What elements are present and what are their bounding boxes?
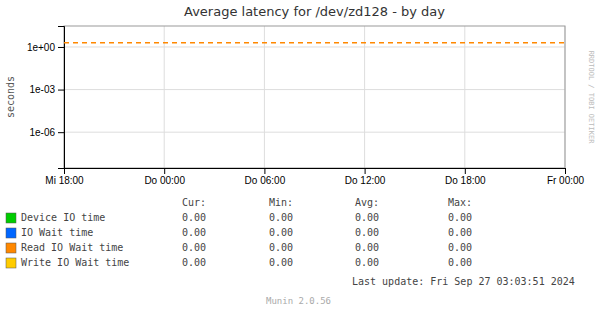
- table-value: 0.00: [448, 212, 472, 223]
- chart: Mi 18:00 Do 00:00 Do 06:00 Do 12:00 Do 18:00…: [0, 0, 597, 311]
- table-header: Min:: [269, 197, 293, 208]
- watermark: RRDTOOL / TOBI OETIKER: [587, 51, 595, 145]
- grid-line-x: [164, 26, 165, 168]
- x-axis-line: [65, 169, 566, 175]
- last-update: Last update: Fri Sep 27 03:03:51 2024: [352, 276, 575, 287]
- data-layer: [64, 42, 565, 43]
- grid-line-y: [64, 89, 565, 90]
- x-tick-label: Do 18:00: [445, 175, 486, 186]
- legend-label: Read IO Wait time: [21, 242, 123, 253]
- x-tick-mark: [565, 168, 566, 174]
- reference-line: [64, 42, 565, 44]
- title: Average latency for /dev/zd128 - by day: [184, 4, 445, 19]
- table-value: 0.00: [269, 212, 293, 223]
- plot: Mi 18:00 Do 00:00 Do 06:00 Do 12:00 Do 18:00…: [27, 26, 585, 186]
- table-value: 0.00: [355, 257, 379, 268]
- grid-line-x: [464, 26, 465, 168]
- x-tick-mark: [164, 168, 165, 174]
- version-note: Munin 2.0.56: [266, 296, 331, 306]
- y-tick: 1e-06: [29, 127, 64, 138]
- x-tick: Fr 00:00: [547, 168, 585, 186]
- table-value: 0.00: [448, 257, 472, 268]
- table-value: 0.00: [182, 212, 206, 223]
- x-tick-label: Do 00:00: [144, 175, 185, 186]
- table-header: Cur:: [182, 197, 206, 208]
- table-value: 0.00: [182, 257, 206, 268]
- y-tick-mark: [58, 90, 64, 91]
- y-tick-mark: [58, 47, 64, 48]
- x-tick-mark: [465, 168, 466, 174]
- table-value: 0.00: [355, 212, 379, 223]
- table-value: 0.00: [448, 242, 472, 253]
- x-tick-label: Mi 18:00: [45, 175, 84, 186]
- table-value: 0.00: [448, 227, 472, 238]
- table-header: Max:: [448, 197, 472, 208]
- x-tick: Do 18:00: [445, 168, 486, 186]
- table-value: 0.00: [182, 242, 206, 253]
- y-tick-label: 1e-03: [29, 84, 55, 95]
- legend-label: Write IO Wait time: [21, 257, 129, 268]
- y-tick-label: 1e-06: [29, 127, 55, 138]
- legend-swatch: [6, 213, 16, 223]
- x-tick: Do 06:00: [245, 168, 286, 186]
- x-tick-mark: [365, 168, 366, 174]
- y-tick-label: 1e+00: [27, 42, 56, 53]
- x-axis: Mi 18:00 Do 00:00 Do 06:00 Do 12:00 Do 18:00…: [45, 168, 584, 186]
- table-value: 0.00: [269, 242, 293, 253]
- x-tick-label: Do 06:00: [245, 175, 286, 186]
- legend: Cur: Min: Avg: Max: Device IO time 0.00 0.00 0.…: [6, 197, 472, 268]
- table-value: 0.00: [269, 257, 293, 268]
- grid-line-y: [64, 46, 565, 47]
- y-tick-mark: [58, 132, 64, 133]
- x-tick-label: Do 12:00: [345, 175, 386, 186]
- grid-line-x: [364, 26, 365, 168]
- x-tick: Do 00:00: [144, 168, 185, 186]
- x-tick: Do 12:00: [345, 168, 386, 186]
- x-tick: Mi 18:00: [45, 168, 84, 186]
- table-value: 0.00: [182, 227, 206, 238]
- y-axis-title: seconds: [5, 76, 16, 118]
- plot-frame: [64, 26, 565, 168]
- legend-swatch: [6, 228, 16, 238]
- x-tick-mark: [264, 168, 265, 174]
- y-tick: 1e+00: [27, 42, 64, 53]
- grid: [64, 26, 565, 168]
- legend-swatch: [6, 243, 16, 253]
- y-axis: 1e-06 1e-03 1e+00: [27, 27, 65, 169]
- legend-label: IO Wait time: [21, 227, 93, 238]
- y-axis-line: [58, 27, 65, 169]
- table-header: Avg:: [355, 197, 379, 208]
- grid-line-x: [264, 26, 265, 168]
- y-tick: 1e-03: [29, 84, 64, 95]
- legend-swatch: [6, 258, 16, 268]
- x-tick-label: Fr 00:00: [547, 175, 585, 186]
- grid-line-y: [64, 132, 565, 133]
- table-value: 0.00: [355, 227, 379, 238]
- table-value: 0.00: [355, 242, 379, 253]
- legend-label: Device IO time: [21, 212, 105, 223]
- table-value: 0.00: [269, 227, 293, 238]
